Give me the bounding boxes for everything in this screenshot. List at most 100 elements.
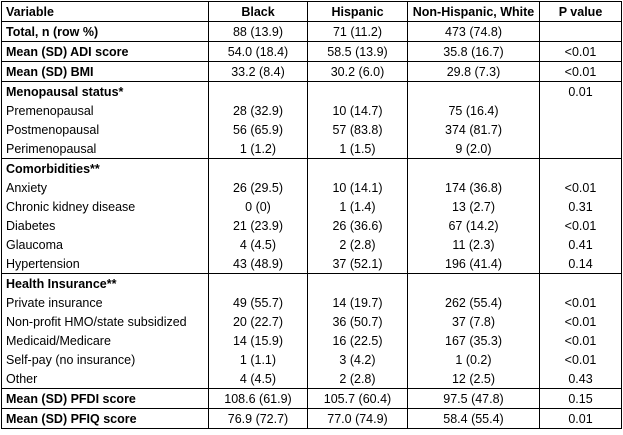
black-cell: 26 (29.5) [208, 178, 308, 197]
variable-cell: Private insurance [1, 293, 209, 312]
column-header-variable: Variable [1, 1, 209, 22]
variable-cell: Total, n (row %) [1, 21, 209, 42]
black-cell: 1 (1.1) [208, 350, 308, 369]
header-row: Variable Black Hispanic Non-Hispanic, Wh… [1, 1, 622, 22]
white-cell: 1 (0.2) [407, 350, 540, 369]
table-body: Total, n (row %) 88 (13.9) 71 (11.2) 473 (7… [1, 21, 622, 429]
hispanic-cell: 2 (2.8) [307, 369, 408, 389]
p-value-cell: <0.01 [539, 41, 622, 62]
p-value-cell: 0.41 [539, 235, 622, 254]
variable-cell: Glaucoma [1, 235, 209, 254]
p-value-cell: <0.01 [539, 350, 622, 369]
white-cell: 473 (74.8) [407, 21, 540, 42]
hispanic-cell [307, 273, 408, 293]
white-cell: 374 (81.7) [407, 120, 540, 139]
p-value-cell: 0.15 [539, 388, 622, 409]
p-value-cell: 0.01 [539, 81, 622, 101]
white-cell: 67 (14.2) [407, 216, 540, 235]
table-row: Private insurance 49 (55.7) 14 (19.7) 262 (… [1, 293, 622, 312]
black-cell: 43 (48.9) [208, 254, 308, 274]
black-cell: 28 (32.9) [208, 101, 308, 120]
table-row: Chronic kidney disease 0 (0) 1 (1.4) 13 (2.… [1, 197, 622, 216]
hispanic-cell: 37 (52.1) [307, 254, 408, 274]
hispanic-cell: 14 (19.7) [307, 293, 408, 312]
black-cell: 21 (23.9) [208, 216, 308, 235]
p-value-cell: <0.01 [539, 61, 622, 82]
p-value-cell [539, 139, 622, 159]
p-value-cell [539, 158, 622, 178]
variable-cell: Comorbidities** [1, 158, 209, 178]
table-row: Postmenopausal 56 (65.9) 57 (83.8) 374 (81.… [1, 120, 622, 139]
black-cell: 54.0 (18.4) [208, 41, 308, 62]
black-cell [208, 158, 308, 178]
hispanic-cell [307, 81, 408, 101]
column-header-non-hispanic-white: Non-Hispanic, White [407, 1, 540, 22]
hispanic-cell: 71 (11.2) [307, 21, 408, 42]
black-cell: 1 (1.2) [208, 139, 308, 159]
table-row: Comorbidities** [1, 158, 622, 178]
table-row: Non-profit HMO/state subsidized 20 (22.7)… [1, 312, 622, 331]
black-cell: 0 (0) [208, 197, 308, 216]
hispanic-cell: 77.0 (74.9) [307, 408, 408, 429]
white-cell [407, 273, 540, 293]
white-cell [407, 81, 540, 101]
variable-cell: Postmenopausal [1, 120, 209, 139]
hispanic-cell: 30.2 (6.0) [307, 61, 408, 82]
table-row: Glaucoma 4 (4.5) 2 (2.8) 11 (2.3) 0.41 [1, 235, 622, 254]
p-value-cell [539, 21, 622, 42]
p-value-cell: 0.14 [539, 254, 622, 274]
p-value-cell [539, 273, 622, 293]
hispanic-cell: 3 (4.2) [307, 350, 408, 369]
variable-cell: Self-pay (no insurance) [1, 350, 209, 369]
table-row: Perimenopausal 1 (1.2) 1 (1.5) 9 (2.0) [1, 139, 622, 159]
table-row: Other 4 (4.5) 2 (2.8) 12 (2.5) 0.43 [1, 369, 622, 389]
variable-cell: Other [1, 369, 209, 389]
white-cell: 37 (7.8) [407, 312, 540, 331]
table-row: Mean (SD) BMI 33.2 (8.4) 30.2 (6.0) 29.8 (7… [1, 61, 622, 82]
p-value-cell: <0.01 [539, 178, 622, 197]
p-value-cell: <0.01 [539, 312, 622, 331]
white-cell: 11 (2.3) [407, 235, 540, 254]
variable-cell: Chronic kidney disease [1, 197, 209, 216]
variable-cell: Mean (SD) PFDI score [1, 388, 209, 409]
hispanic-cell: 10 (14.7) [307, 101, 408, 120]
hispanic-cell [307, 158, 408, 178]
p-value-cell [539, 101, 622, 120]
black-cell [208, 81, 308, 101]
variable-cell: Mean (SD) BMI [1, 61, 209, 82]
variable-cell: Health Insurance** [1, 273, 209, 293]
table-row: Self-pay (no insurance) 1 (1.1) 3 (4.2) 1 (… [1, 350, 622, 369]
column-header-p-value: P value [539, 1, 622, 22]
black-cell: 108.6 (61.9) [208, 388, 308, 409]
p-value-cell [539, 120, 622, 139]
hispanic-cell: 1 (1.5) [307, 139, 408, 159]
table-row: Total, n (row %) 88 (13.9) 71 (11.2) 473 (7… [1, 21, 622, 42]
black-cell: 4 (4.5) [208, 235, 308, 254]
white-cell: 9 (2.0) [407, 139, 540, 159]
variable-cell: Mean (SD) PFIQ score [1, 408, 209, 429]
hispanic-cell: 105.7 (60.4) [307, 388, 408, 409]
variable-cell: Anxiety [1, 178, 209, 197]
hispanic-cell: 2 (2.8) [307, 235, 408, 254]
table-row: Mean (SD) PFDI score 108.6 (61.9) 105.7 (6… [1, 388, 622, 409]
table-row: Premenopausal 28 (32.9) 10 (14.7) 75 (16.4) [1, 101, 622, 120]
variable-cell: Menopausal status* [1, 81, 209, 101]
p-value-cell: <0.01 [539, 331, 622, 350]
variable-cell: Hypertension [1, 254, 209, 274]
variable-cell: Non-profit HMO/state subsidized [1, 312, 209, 331]
white-cell: 35.8 (16.7) [407, 41, 540, 62]
table-header: Variable Black Hispanic Non-Hispanic, Wh… [1, 1, 622, 22]
column-header-hispanic: Hispanic [307, 1, 408, 22]
table-row: Mean (SD) ADI score 54.0 (18.4) 58.5 (13.9… [1, 41, 622, 62]
p-value-cell: <0.01 [539, 216, 622, 235]
p-value-cell: 0.31 [539, 197, 622, 216]
white-cell: 196 (41.4) [407, 254, 540, 274]
hispanic-cell: 26 (36.6) [307, 216, 408, 235]
white-cell [407, 158, 540, 178]
table-row: Mean (SD) PFIQ score 76.9 (72.7) 77.0 (74.… [1, 408, 622, 429]
white-cell: 29.8 (7.3) [407, 61, 540, 82]
black-cell: 88 (13.9) [208, 21, 308, 42]
white-cell: 167 (35.3) [407, 331, 540, 350]
black-cell: 14 (15.9) [208, 331, 308, 350]
